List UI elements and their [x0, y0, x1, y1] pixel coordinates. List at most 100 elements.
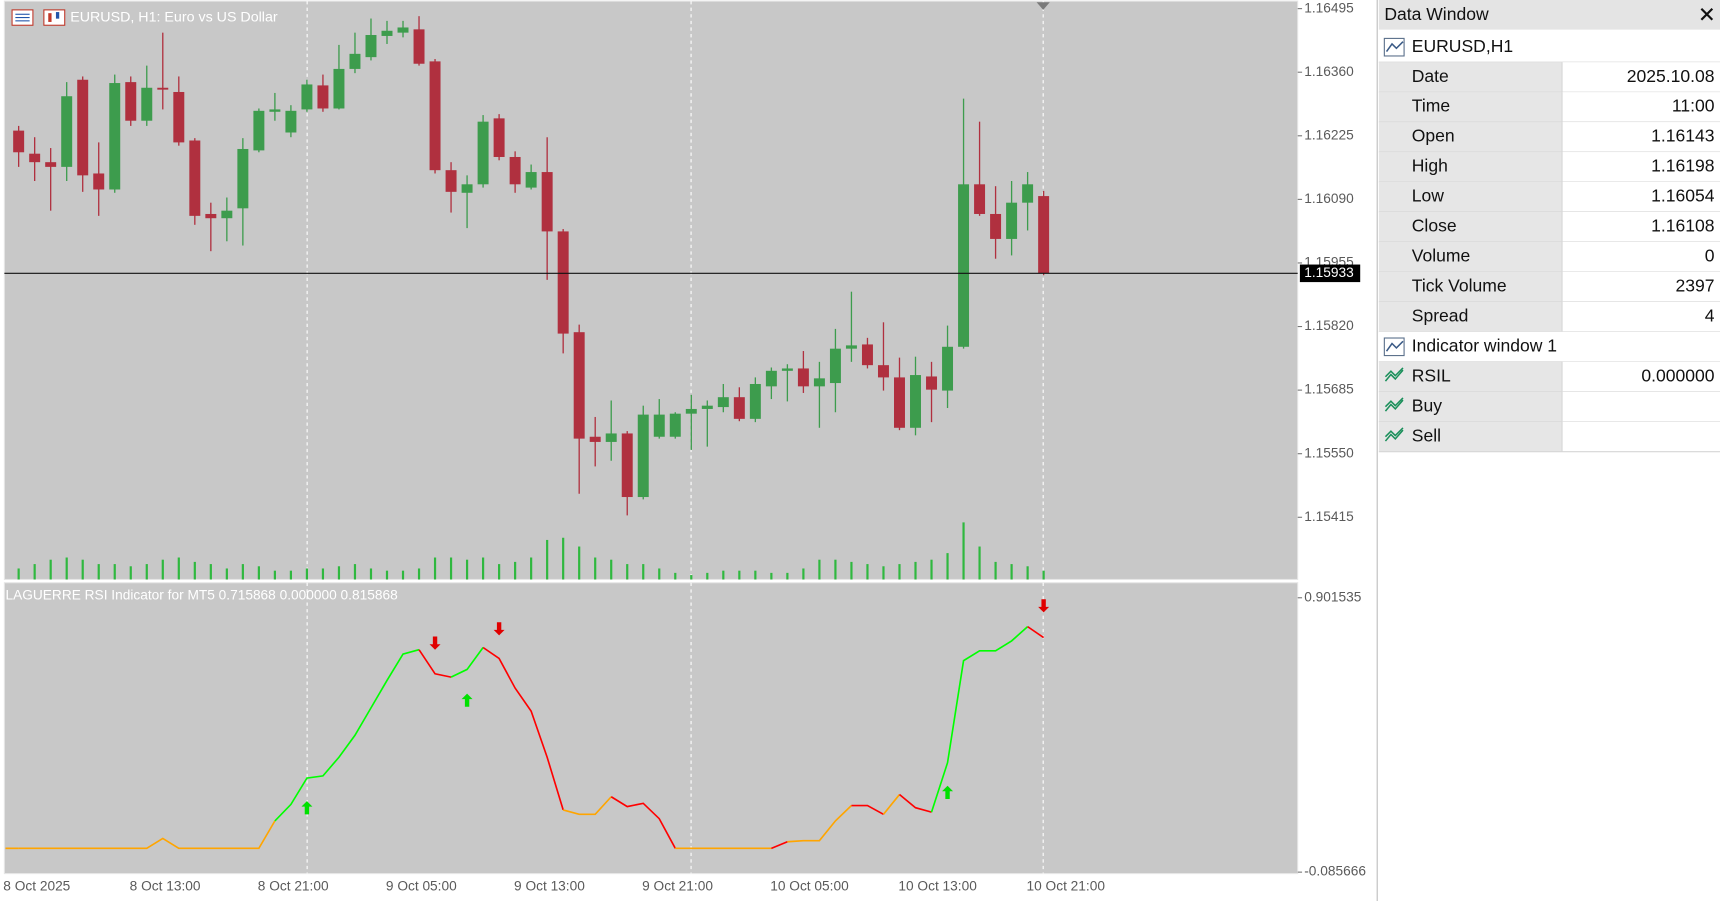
- y-tick-label: 1.15685: [1304, 382, 1354, 397]
- value-cell: [1562, 391, 1720, 422]
- x-tick-label: 8 Oct 2025: [3, 878, 70, 893]
- rsi-line: [851, 804, 884, 816]
- candle-body: [413, 29, 425, 64]
- candle-body: [1006, 202, 1018, 239]
- volume-bar: [273, 570, 276, 580]
- value-cell: [1562, 122, 1720, 153]
- row-icon: [1385, 41, 1404, 53]
- y-tick-label: 1.15550: [1304, 445, 1354, 460]
- volume-bar: [642, 564, 645, 580]
- buy-arrow: [301, 801, 313, 815]
- last-price-label: 1.15933: [1304, 265, 1354, 280]
- candle-body: [493, 118, 505, 157]
- row-label: Open: [1412, 126, 1455, 146]
- candle-body: [621, 433, 633, 498]
- label-cell: [1378, 271, 1563, 302]
- candle-body: [253, 110, 265, 151]
- candle-body: [765, 370, 777, 387]
- sell-arrow: [1038, 599, 1050, 613]
- x-tick-label: 8 Oct 13:00: [130, 878, 201, 893]
- candle-body: [525, 172, 537, 188]
- label-cell: [1378, 391, 1563, 422]
- volume-bar: [674, 572, 677, 580]
- volume-bar: [978, 546, 981, 580]
- candle-body: [717, 397, 729, 408]
- price-panel: [3, 0, 1299, 580]
- volume-bar: [129, 566, 132, 580]
- x-tick-label: 9 Oct 05:00: [386, 878, 457, 893]
- label-cell: [1378, 62, 1563, 93]
- volume-bar: [690, 575, 693, 580]
- data-window-title: Data Window: [1384, 4, 1489, 24]
- volume-bar: [289, 570, 293, 580]
- volume-bar: [914, 561, 917, 580]
- volume-bar: [866, 564, 869, 580]
- candle-body: [429, 61, 441, 171]
- x-tick-label: 8 Oct 21:00: [258, 878, 329, 893]
- icon[interactable]: [43, 9, 66, 26]
- volume-bar: [546, 539, 549, 580]
- row-label: Sell: [1412, 425, 1441, 445]
- value-cell: [1562, 271, 1720, 302]
- candle-body: [589, 436, 601, 442]
- volume-bar: [834, 559, 837, 580]
- volume-bar: [161, 559, 164, 580]
- buy-arrow: [942, 785, 954, 799]
- volume-bar: [385, 570, 389, 580]
- row-icon-frame: [1383, 337, 1405, 357]
- volume-bar: [594, 557, 597, 580]
- label-cell: [1378, 361, 1563, 392]
- value-cell: [1562, 421, 1720, 452]
- row-value: 4: [1705, 305, 1715, 325]
- candle-body: [894, 377, 905, 428]
- candle-body: [958, 184, 970, 347]
- candle-body: [845, 345, 857, 349]
- volume-bar: [145, 564, 148, 580]
- candle-body: [221, 210, 233, 219]
- candle-body: [813, 378, 825, 387]
- candle-body: [237, 148, 249, 209]
- candle-body: [61, 96, 73, 167]
- row-label: Volume: [1412, 246, 1471, 266]
- label-cell: [1378, 182, 1563, 212]
- y-tick-label: 1.16495: [1304, 0, 1354, 15]
- volume-bar: [1010, 564, 1013, 580]
- volume-bar: [610, 559, 613, 580]
- row-label: Date: [1412, 66, 1449, 86]
- candle-body: [541, 172, 553, 232]
- candle-body: [781, 368, 793, 371]
- candle-body: [397, 27, 409, 33]
- chart-icons: [11, 9, 66, 26]
- candle-body: [477, 121, 489, 185]
- y-tick-label: -0.085666: [1304, 864, 1366, 879]
- row-value: 0.000000: [1641, 365, 1714, 385]
- shift-marker[interactable]: [1036, 2, 1050, 10]
- candle-body: [557, 231, 569, 334]
- candle-body: [653, 414, 665, 437]
- volume-bar: [65, 557, 68, 580]
- candle-body: [173, 91, 185, 143]
- volume-bar: [658, 568, 661, 580]
- value-cell: [1562, 92, 1720, 123]
- volume-bar: [962, 522, 965, 580]
- row-label: Time: [1412, 96, 1450, 116]
- sell-arrow: [493, 622, 505, 636]
- volume-bar: [770, 572, 773, 580]
- sell-arrow: [429, 636, 441, 650]
- row-icon-frame: [1383, 37, 1405, 57]
- rsi-line: [18, 820, 276, 850]
- indicator-title: LAGUERRE RSI Indicator for MT5 0.715868 …: [5, 588, 398, 603]
- volume-bar: [481, 557, 485, 580]
- y-tick-label: 1.15415: [1304, 509, 1354, 524]
- candle-body: [797, 368, 809, 387]
- volume-bar: [930, 559, 933, 580]
- volume-bar: [33, 564, 36, 580]
- volume-bar: [241, 564, 244, 580]
- rsi-line: [930, 626, 1029, 813]
- row-label: High: [1412, 156, 1448, 176]
- volume-bar: [401, 570, 405, 580]
- close-button[interactable]: [1700, 8, 1714, 21]
- row-icon: [1384, 427, 1404, 442]
- candle-body: [637, 414, 649, 498]
- icon-bar: [48, 13, 52, 22]
